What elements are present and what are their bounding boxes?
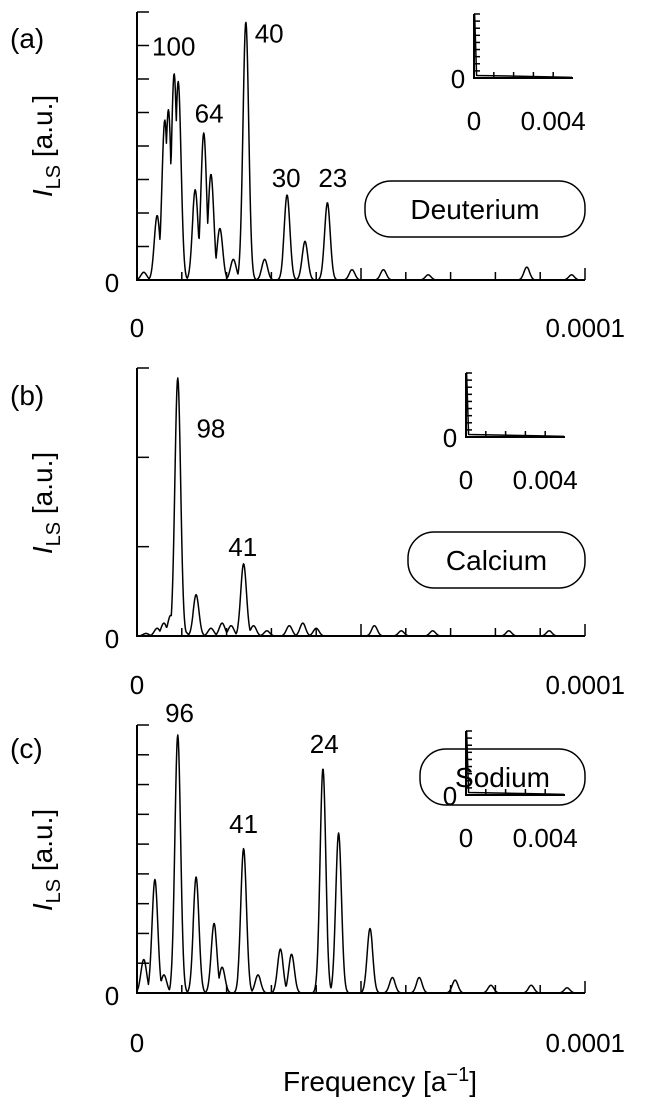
peak-label: 23: [318, 163, 347, 193]
x-tick-label: 0: [130, 313, 144, 343]
x-tick-label: 0.0001: [545, 1028, 625, 1058]
panel-label: (a): [10, 23, 44, 54]
inset-plot: 00 0.004: [443, 730, 578, 853]
y-axis-label: ILS [a.u.]: [27, 809, 65, 911]
x-tick-label: 0: [130, 670, 144, 700]
inset-y-tick-label: 0: [443, 781, 457, 811]
inset-plot: 00 0.004: [443, 372, 578, 495]
element-name-box: [364, 180, 586, 238]
peak-label: 30: [272, 163, 301, 193]
peak-label: 100: [152, 32, 195, 62]
inset-x-tick-label: 0.004: [521, 106, 586, 136]
inset-series-line: [465, 372, 565, 438]
inset-x-tick-label: 0.004: [513, 465, 578, 495]
x-tick-label: 0: [130, 1028, 144, 1058]
x-axis-label: Frequency [a−1]: [283, 1064, 477, 1097]
x-tick-label: 0.0001: [545, 670, 625, 700]
peak-label: 41: [228, 532, 257, 562]
y-tick-label: 0: [105, 624, 119, 654]
axes-frame: [136, 12, 585, 281]
inset-x-tick-label: 0.004: [513, 823, 578, 853]
axes-frame: [136, 368, 585, 637]
y-axis-label: ILS [a.u.]: [27, 452, 65, 554]
series-line-deuterium: [136, 21, 586, 281]
inset-series-line: [465, 730, 565, 796]
panel-label: (c): [10, 733, 43, 764]
inset-x-tick-label: 0: [467, 106, 481, 136]
inset-series-line: [473, 13, 573, 79]
inset-x-tick-label: 0: [459, 823, 473, 853]
x-tick-label: 0.0001: [545, 313, 625, 343]
peak-label: 41: [229, 809, 258, 839]
panel-label: (b): [10, 380, 44, 411]
inset-x-tick-label: 0: [459, 465, 473, 495]
peak-label: 24: [310, 729, 339, 759]
inset-y-tick-label: 0: [443, 423, 457, 453]
inset-axes: [473, 14, 573, 79]
series-line-calcium: [136, 377, 586, 637]
inset-plot: 00 0.004: [451, 13, 586, 136]
peak-label: 98: [196, 413, 225, 443]
element-name: Deuterium: [410, 194, 539, 225]
y-tick-label: 0: [105, 268, 119, 298]
y-tick-label: 0: [105, 981, 119, 1011]
element-name-box: [407, 531, 586, 589]
inset-y-tick-label: 0: [451, 64, 465, 94]
inset-axes: [465, 373, 565, 438]
element-name: Calcium: [446, 545, 547, 576]
y-axis-label: ILS [a.u.]: [27, 95, 65, 197]
peak-label: 40: [255, 19, 284, 49]
peak-label: 64: [195, 99, 224, 129]
element-name-box: [419, 748, 586, 806]
peak-label: 96: [165, 698, 194, 728]
series-line-sodium: [136, 734, 586, 994]
